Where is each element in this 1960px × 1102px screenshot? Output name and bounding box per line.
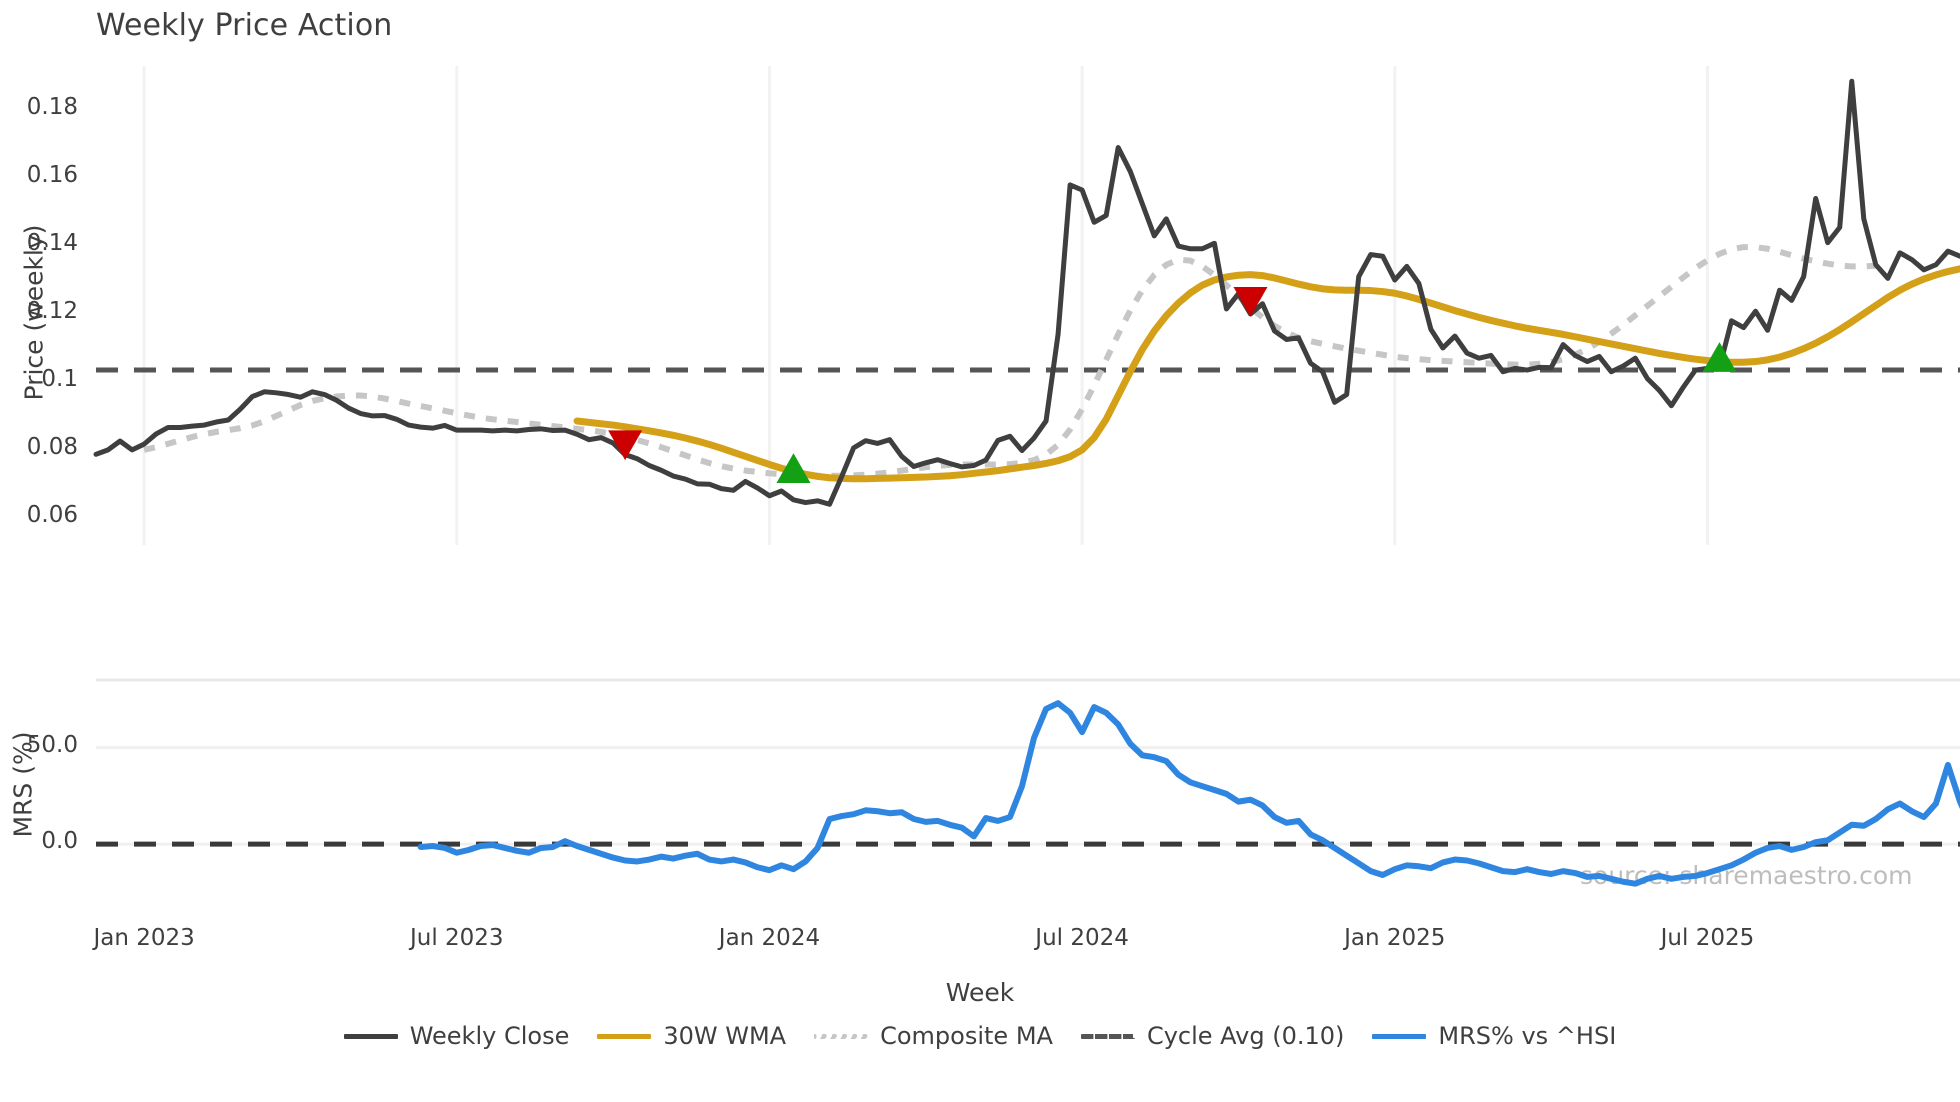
sell-signal-marker-0 <box>608 430 643 461</box>
legend-item-cycle-avg[interactable]: Cycle Avg (0.10) <box>1080 1022 1345 1050</box>
xtick-jul-2024: Jul 2024 <box>1035 925 1129 951</box>
mrs-panel <box>96 678 1960 887</box>
buy-signal-marker-3 <box>1702 342 1737 372</box>
price-panel <box>93 66 1960 545</box>
wma-line <box>573 265 1960 483</box>
legend-swatch-mrs <box>1372 1026 1427 1046</box>
chart-legend: Weekly Close 30W WMA Composite MA Cycle … <box>0 1022 1960 1050</box>
price-ytick-5: 0.08 <box>26 433 78 460</box>
legend-swatch-composite-ma <box>814 1026 869 1046</box>
legend-label-cycle-avg: Cycle Avg (0.10) <box>1146 1022 1345 1050</box>
price-ytick-1: 0.16 <box>26 162 78 189</box>
legend-item-mrs[interactable]: MRS% vs ^HSI <box>1372 1022 1616 1050</box>
sell-signal-marker-2 <box>1233 286 1268 317</box>
weekly-close-line <box>93 78 1960 507</box>
signal-markers <box>608 286 1737 484</box>
legend-item-30w-wma[interactable]: 30W WMA <box>597 1022 786 1050</box>
price-ytick-0: 0.18 <box>26 94 78 121</box>
x-axis-label: Week <box>945 978 1015 1007</box>
legend-label-30w-wma: 30W WMA <box>663 1022 787 1050</box>
legend-swatch-30w-wma <box>597 1026 652 1046</box>
price-ytick-2: 0.14 <box>26 230 78 257</box>
chart-title: Weekly Price Action <box>96 8 393 43</box>
xtick-jul-2023: Jul 2023 <box>409 925 504 951</box>
legend-item-weekly-close[interactable]: Weekly Close <box>343 1022 570 1050</box>
legend-item-composite-ma[interactable]: Composite MA <box>814 1022 1053 1050</box>
xtick-jan-2024: Jan 2024 <box>718 925 821 951</box>
legend-label-weekly-close: Weekly Close <box>409 1022 570 1050</box>
xtick-jan-2023: Jan 2023 <box>93 925 195 951</box>
mrs-ytick-0: 50.0 <box>26 731 78 758</box>
legend-label-composite-ma: Composite MA <box>880 1022 1053 1050</box>
price-ytick-4: 0.1 <box>41 365 78 392</box>
xtick-jan-2025: Jan 2025 <box>1344 925 1446 951</box>
buy-signal-marker-1 <box>776 453 811 484</box>
price-ytick-6: 0.06 <box>26 501 78 528</box>
price-gridlines <box>142 66 1709 545</box>
legend-swatch-cycle-avg <box>1080 1026 1135 1046</box>
legend-label-mrs: MRS% vs ^HSI <box>1438 1022 1617 1050</box>
mrs-line <box>417 700 1960 887</box>
xtick-jul-2025: Jul 2025 <box>1660 925 1755 951</box>
mrs-ytick-1: 0.0 <box>41 828 78 855</box>
price-ytick-3: 0.12 <box>26 297 78 324</box>
legend-swatch-weekly-close <box>343 1026 398 1046</box>
